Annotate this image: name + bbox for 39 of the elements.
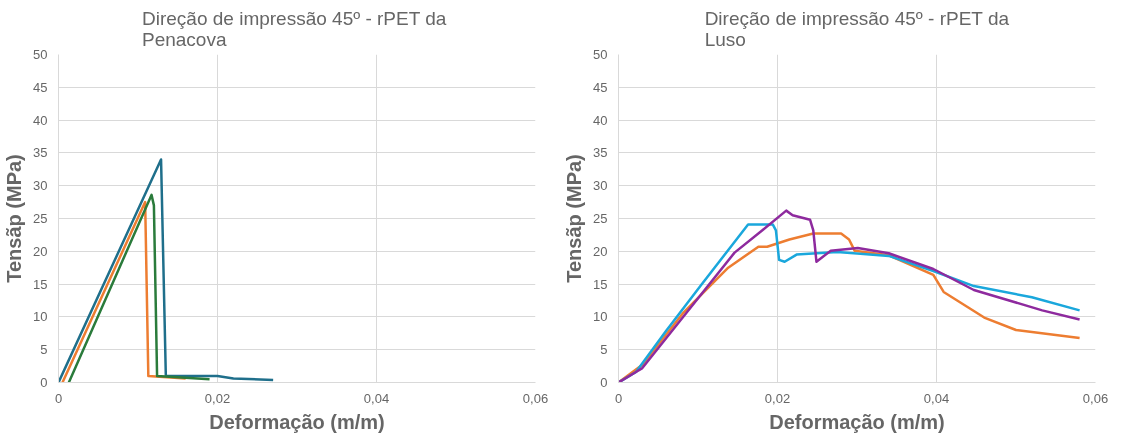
x-tick-label: 0,06: [522, 390, 549, 406]
y-tick-label: 20: [33, 243, 48, 259]
x-tick-label: 0: [54, 390, 63, 406]
y-tick-label: 5: [600, 342, 608, 358]
y-tick-label: 0: [600, 375, 608, 390]
y-tick-label: 45: [33, 79, 48, 95]
y-tick-label: 15: [33, 276, 48, 292]
y-tick-label: 20: [593, 243, 608, 259]
y-tick-label: 10: [593, 309, 608, 325]
y-tick-label: 10: [33, 309, 48, 325]
x-axis-title: Deformação (m/m): [209, 410, 385, 433]
line-series: [67, 193, 211, 383]
y-tick-label: 25: [33, 211, 48, 226]
y-tick-label: 40: [593, 112, 608, 128]
y-tick-label: 45: [593, 79, 608, 95]
y-tick-label: 5: [40, 342, 48, 358]
x-tick-label: 0,04: [923, 390, 950, 406]
y-tick-label: 0: [40, 375, 48, 390]
y-tick-label: 50: [593, 47, 608, 62]
y-tick-label: 35: [593, 145, 608, 161]
x-tick-label: 0,06: [1082, 390, 1109, 406]
y-tick-label: 30: [593, 178, 608, 194]
y-tick-label: 25: [593, 211, 608, 226]
x-tick-label: 0,02: [764, 390, 791, 406]
x-tick-label: 0,04: [363, 390, 390, 406]
chart-title: Direção de impressão 45º - rPET da Penacova: [141, 7, 447, 50]
y-tick-label: 50: [33, 47, 48, 62]
chart-title: Direção de impressão 45º - rPET da Luso: [704, 7, 1010, 50]
x-axis-title: Deformação (m/m): [769, 410, 945, 433]
y-axis-title: Tensãp (MPa): [3, 154, 26, 283]
x-tick-label: 0,02: [204, 390, 231, 406]
y-tick-label: 35: [33, 145, 48, 161]
x-tick-label: 0: [614, 390, 623, 406]
line-series: [61, 200, 187, 383]
y-tick-label: 15: [593, 276, 608, 292]
line-series: [58, 158, 275, 383]
y-tick-label: 40: [33, 112, 48, 128]
y-axis-title: Tensãp (MPa): [563, 154, 586, 283]
y-tick-label: 30: [33, 178, 48, 194]
